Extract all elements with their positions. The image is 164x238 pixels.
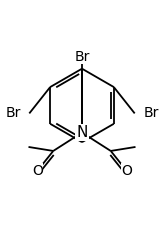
Text: O: O [121,164,132,178]
Text: Br: Br [74,50,90,64]
Text: N: N [76,125,88,140]
Text: Br: Br [5,106,20,120]
Text: Br: Br [144,106,159,120]
Text: O: O [32,164,43,178]
